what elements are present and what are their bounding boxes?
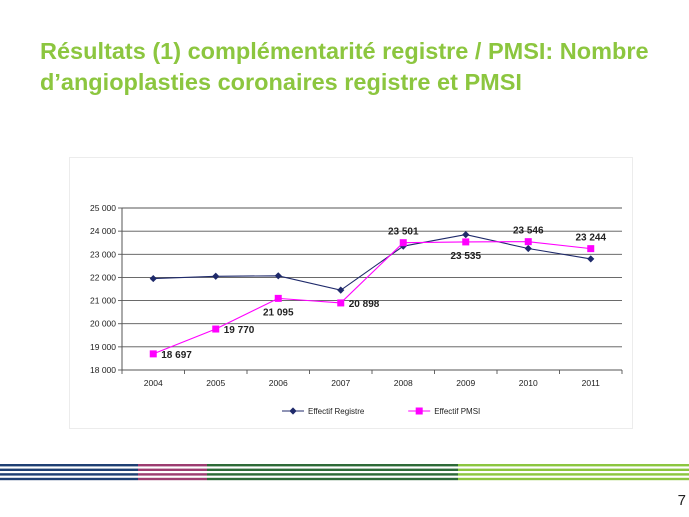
data-point-registre — [337, 286, 345, 294]
legend-marker-registre — [289, 407, 297, 415]
y-axis-ticks: 18 000 19 000 20 000 21 000 22 000 23 000 24 0… — [90, 203, 116, 375]
data-point-pmsi — [212, 325, 220, 333]
data-point-registre — [274, 272, 282, 280]
y-tick-label: 20 000 — [90, 319, 116, 329]
x-tick-label: 2006 — [269, 378, 288, 388]
footer-stripe — [138, 477, 207, 481]
y-tick-label: 25 000 — [90, 203, 116, 213]
data-point-registre — [587, 255, 595, 263]
footer-stripe — [0, 477, 138, 481]
data-label: 23 244 — [575, 233, 606, 244]
y-tick-label: 23 000 — [90, 249, 116, 259]
data-point-pmsi — [274, 294, 282, 302]
footer-stripe — [458, 468, 689, 471]
footer-stripe — [207, 473, 458, 476]
x-tick-label: 2007 — [331, 378, 350, 388]
data-point-pmsi — [149, 350, 157, 358]
data-label: 20 898 — [349, 299, 380, 310]
chart-container: 18 000 19 000 20 000 21 000 22 000 23 000 24 0… — [70, 158, 632, 428]
data-point-pmsi — [587, 245, 595, 253]
legend-label: Effectif Registre — [308, 407, 365, 416]
x-tick-label: 2008 — [394, 378, 413, 388]
data-point-pmsi — [399, 239, 407, 247]
series-line-registre — [153, 234, 591, 291]
chart-gridlines — [122, 207, 622, 348]
footer-stripe — [207, 464, 458, 467]
footer-stripe — [458, 477, 689, 481]
footer-stripe — [0, 473, 138, 476]
legend-marker-pmsi — [415, 407, 423, 415]
footer-stripe — [138, 464, 207, 467]
data-label: 23 535 — [450, 251, 481, 262]
x-axis-ticks: 2004 2005 2006 2007 2008 2009 2010 2011 — [144, 378, 600, 388]
y-tick-label: 24 000 — [90, 226, 116, 236]
footer-stripe — [138, 473, 207, 476]
footer-stripe — [138, 468, 207, 471]
data-label: 18 697 — [161, 350, 192, 361]
data-point-registre — [524, 244, 532, 253]
data-labels: 18 697 19 770 21 095 20 898 23 501 23 535 23 5… — [161, 226, 606, 361]
chart-series — [149, 231, 595, 358]
y-tick-label: 18 000 — [90, 365, 116, 375]
data-label: 23 546 — [513, 226, 544, 237]
data-label: 21 095 — [263, 307, 294, 318]
data-point-pmsi — [462, 238, 470, 246]
line-chart: 18 000 19 000 20 000 21 000 22 000 23 000 24 0… — [90, 203, 623, 416]
data-point-pmsi — [524, 238, 532, 246]
footer-stripe — [0, 468, 138, 471]
chart-axes — [118, 207, 623, 374]
chart-legend: Effectif Registre Effectif PMSI — [282, 407, 480, 416]
footer-stripe — [458, 473, 689, 476]
slide-title: Résultats (1) complémentarité registre /… — [40, 38, 649, 95]
series-line-pmsi — [153, 241, 591, 355]
footer-stripe — [207, 477, 458, 481]
x-tick-label: 2005 — [206, 378, 225, 388]
footer-stripe — [458, 464, 689, 467]
x-tick-label: 2009 — [456, 378, 475, 388]
x-tick-label: 2004 — [144, 378, 163, 388]
footer-stripes — [0, 464, 689, 481]
footer-stripe — [0, 464, 138, 467]
y-tick-label: 22 000 — [90, 272, 116, 282]
data-point-registre — [462, 231, 470, 239]
data-label: 19 770 — [224, 325, 255, 336]
data-point-pmsi — [337, 299, 345, 307]
data-point-registre — [149, 274, 157, 283]
footer-stripe — [207, 468, 458, 471]
data-label: 23 501 — [388, 227, 419, 238]
legend-label: Effectif PMSI — [434, 407, 480, 416]
data-point-registre — [212, 272, 220, 280]
page-number: 7 — [677, 492, 686, 509]
x-tick-label: 2011 — [582, 378, 601, 388]
y-tick-label: 19 000 — [90, 342, 116, 352]
y-tick-label: 21 000 — [90, 296, 116, 306]
x-tick-label: 2010 — [519, 378, 538, 388]
